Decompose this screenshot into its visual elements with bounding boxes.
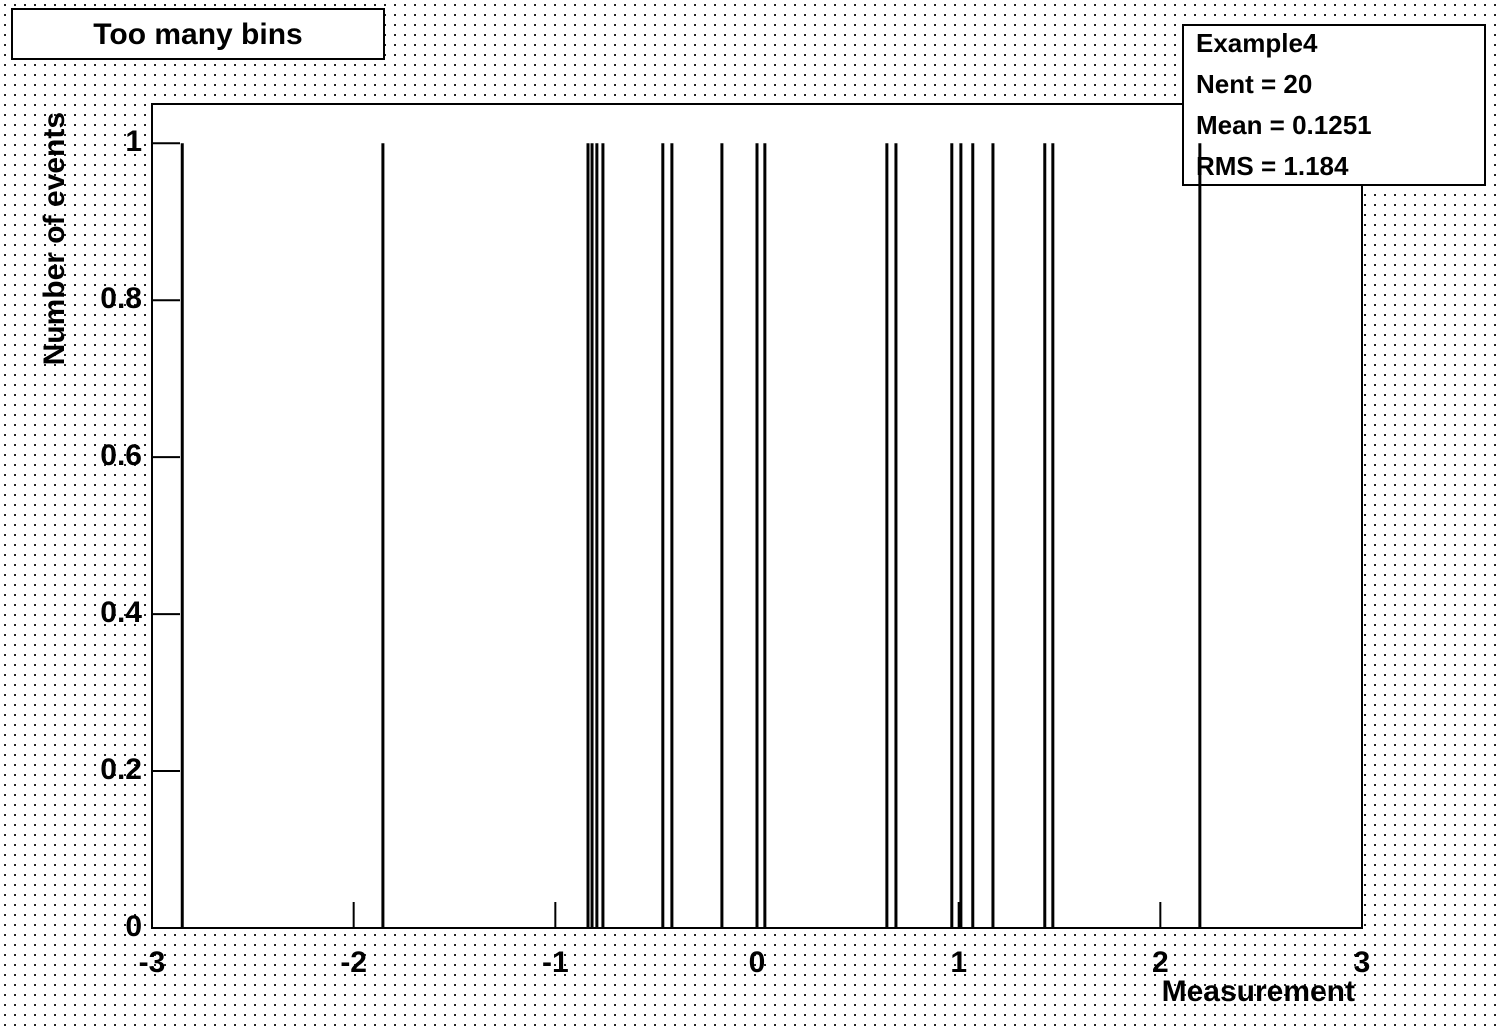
y-tick-label: 0.4 <box>100 596 142 629</box>
y-tick-label: 0.6 <box>100 439 142 472</box>
x-axis-label: Measurement <box>1162 975 1355 1008</box>
x-tick-label: -3 <box>139 946 166 979</box>
stats-box <box>1182 24 1486 186</box>
y-tick-label: 0 <box>125 910 142 943</box>
x-tick-label: 0 <box>749 946 766 979</box>
x-tick-label: -2 <box>340 946 367 979</box>
stats-line: Mean = 0.1251 <box>1196 110 1372 140</box>
y-tick-label: 1 <box>125 125 142 158</box>
stats-line: Example4 <box>1196 28 1318 58</box>
title-box <box>11 8 385 60</box>
x-tick-label: 3 <box>1354 946 1371 979</box>
stats-line: RMS = 1.184 <box>1196 151 1349 181</box>
stats-line: Nent = 20 <box>1196 69 1312 99</box>
x-tick-label: 1 <box>950 946 967 979</box>
y-tick-label: 0.2 <box>100 753 142 786</box>
x-tick-label: 2 <box>1152 946 1169 979</box>
chart-title: Too many bins <box>93 18 302 51</box>
x-tick-label: -1 <box>542 946 569 979</box>
y-tick-label: 0.8 <box>100 282 142 315</box>
y-axis-label: Number of events <box>38 112 71 365</box>
